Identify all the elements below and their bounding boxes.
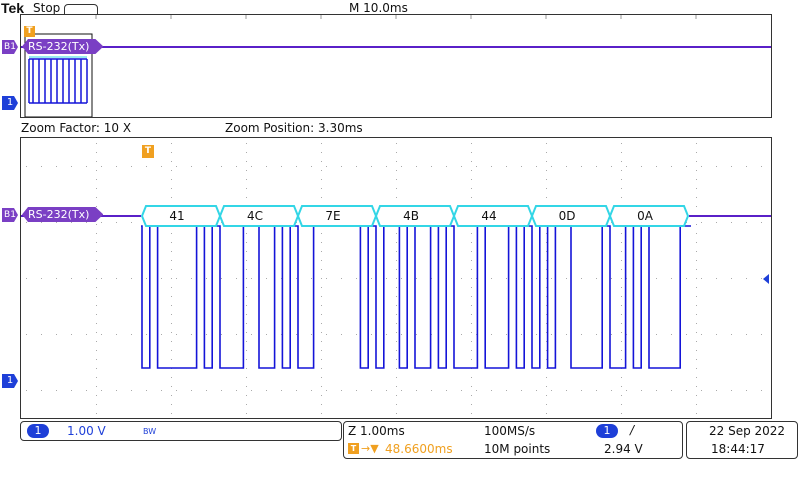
- bus-marker-b1: B1: [2, 40, 18, 54]
- decoded-byte-label: 4B: [403, 209, 419, 223]
- trigger-delay-icon: T: [348, 443, 359, 454]
- trigger-delay-arrow-icon: →▼: [361, 442, 379, 455]
- bandwidth-limit-flag: BW: [143, 427, 157, 436]
- level-marker-icon: [763, 274, 769, 284]
- decoded-byte-label: 0D: [559, 209, 576, 223]
- zoom-factor: Zoom Factor: 10 X: [21, 121, 132, 135]
- serial-waveform: [141, 225, 691, 369]
- main-compressed-waveform: [28, 58, 88, 104]
- zoom-bus-marker-b1: B1: [2, 208, 18, 222]
- main-timebase: M 10.0ms: [349, 1, 408, 15]
- main-pane-ticks: [95, 15, 697, 19]
- brand-logo: Tek: [1, 0, 25, 16]
- trigger-marker-icon: T: [24, 26, 35, 37]
- zoom-bus-label: RS-232(Tx): [22, 207, 103, 222]
- channel-readout[interactable]: 1 1.00 V BW: [20, 421, 342, 441]
- record-length: 10M points: [484, 442, 551, 456]
- decoded-byte-label: 0A: [637, 209, 654, 223]
- decoded-byte-box: [608, 205, 690, 227]
- zoom-waveform-pane: 41 4C 7E 4B 44 0D 0A: [20, 137, 772, 419]
- time: 18:44:17: [711, 442, 765, 456]
- zoom-position: Zoom Position: 3.30ms: [225, 121, 363, 135]
- date: 22 Sep 2022: [709, 424, 786, 438]
- decoded-byte-label: 7E: [325, 209, 340, 223]
- main-waveform-pane: [20, 14, 772, 118]
- decoded-byte-label: 41: [169, 209, 184, 223]
- channel-badge: 1: [27, 424, 49, 438]
- volts-per-div: 1.00 V: [67, 424, 106, 438]
- zoom-waveform-svg: 41 4C 7E 4B 44 0D 0A: [21, 143, 771, 414]
- trigger-source-badge: 1: [596, 424, 618, 438]
- trigger-level: 2.94 V: [604, 442, 643, 456]
- zoom-time-div: Z 1.00ms: [348, 424, 405, 438]
- acquisition-readout[interactable]: Z 1.00ms T →▼ 48.6600ms 100MS/s 10M poin…: [343, 421, 683, 459]
- zoom-graticule: [26, 143, 762, 414]
- zoom-trigger-marker-icon: T: [142, 145, 154, 158]
- decoded-byte-label: 4C: [247, 209, 263, 223]
- trigger-slope-icon: /: [630, 423, 635, 437]
- main-waveform-svg: [21, 15, 771, 117]
- main-bus-label: RS-232(Tx): [22, 39, 103, 54]
- trigger-delay-time: 48.6600ms: [385, 442, 453, 456]
- date-time-readout: 22 Sep 2022 18:44:17: [686, 421, 798, 459]
- sample-rate: 100MS/s: [484, 424, 536, 438]
- zoom-channel-1-marker: 1: [2, 374, 18, 388]
- decoded-byte-label: 44: [481, 209, 496, 223]
- channel-1-marker: 1: [2, 96, 18, 110]
- run-state: Stop: [33, 1, 61, 15]
- zoom-window-bracket: [24, 33, 93, 117]
